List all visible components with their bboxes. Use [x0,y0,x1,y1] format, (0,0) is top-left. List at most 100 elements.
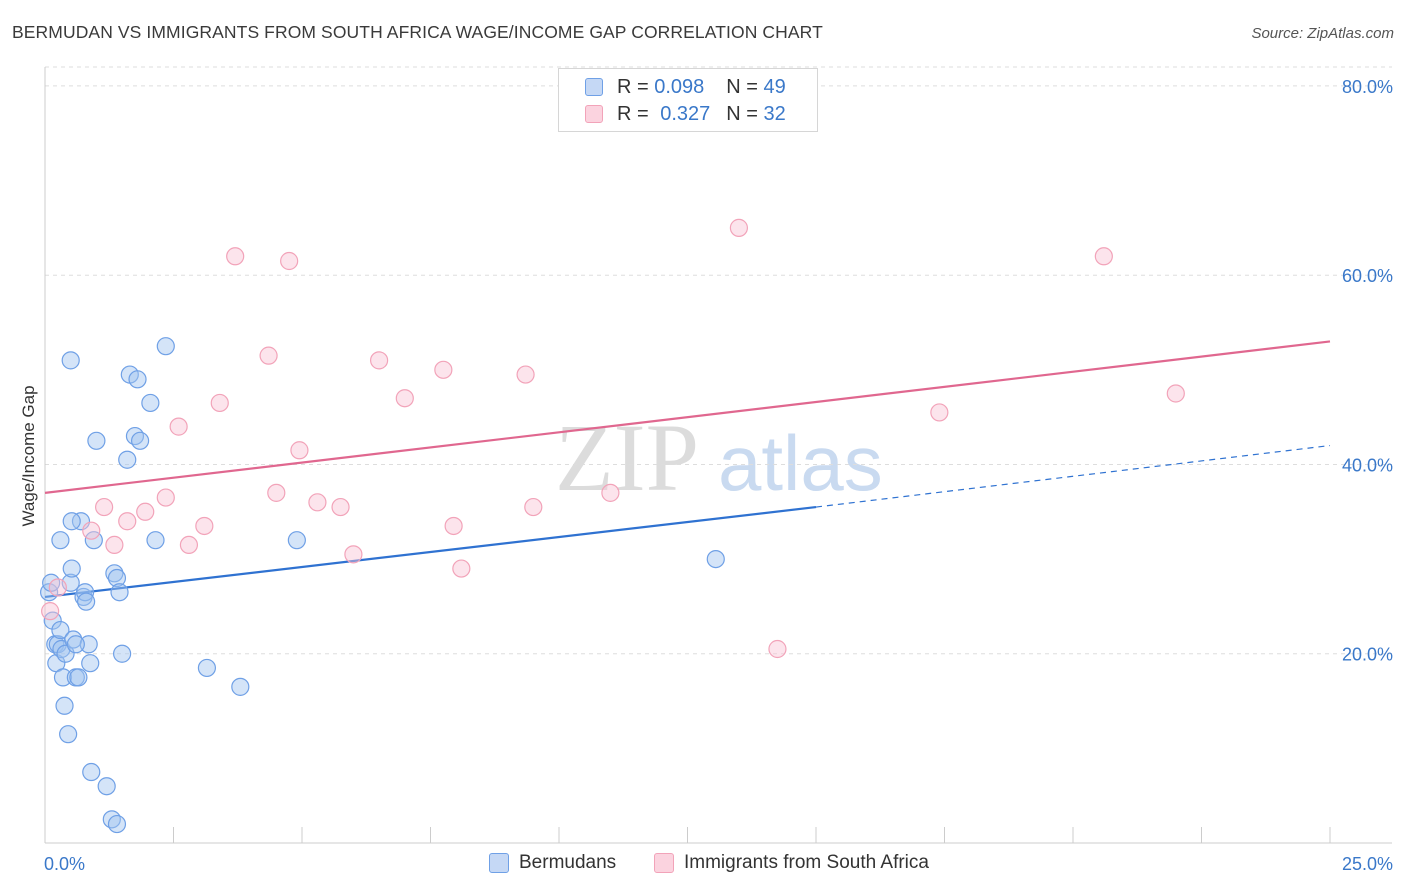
south-africa-point [169,417,188,436]
bermudan-point [55,696,74,715]
watermark-atlas: atlas [718,419,883,507]
south-africa-point [179,535,199,555]
bermudan-point [231,677,250,696]
bermudan-point [287,531,306,550]
bermudan-point [66,635,85,654]
watermark: ZIP atlas [555,404,883,511]
legend-n-label: N = [726,102,764,125]
bermudan-point [197,658,217,678]
legend-row-bermudans: R = 0.098 N = 49 [585,75,786,99]
south-africa-point [308,493,327,512]
bermudan-point [81,654,100,673]
bermudan-point [141,393,160,413]
legend-n-label: N = [726,75,764,98]
series-south-africa [41,218,1185,659]
bermudan-point [128,370,147,389]
bermudan-point [69,668,88,687]
bermudan-point [130,431,150,450]
y-tick-label: 80.0% [1342,77,1393,97]
south-africa-point [1166,384,1185,403]
series-bermudans [40,337,725,834]
legend-r-value: 0.327 [660,102,711,125]
bermudan-point [146,531,165,550]
south-africa-point [395,389,414,408]
y-axis-label: Wage/Income Gap [19,385,38,526]
south-africa-point [444,516,463,536]
south-africa-point [290,441,309,460]
south-africa-point [280,251,299,271]
legend-swatch-pink [585,105,603,123]
bermudan-point [107,568,127,588]
south-africa-trend-line [44,340,1331,494]
legend-r-value: 0.098 [654,75,705,98]
x-tick-label: 0.0% [44,854,85,874]
bermudan-point [51,531,70,550]
watermark-zip: ZIP [555,404,699,511]
bermudan-point [79,635,98,654]
correlation-legend: R = 0.098 N = 49 R = 0.327 N = 32 [558,68,818,132]
bermudan-point [77,592,96,611]
bermudan-point [97,777,116,796]
bermudan-point [156,337,175,356]
bottom-legend-swatch-pink [654,853,674,873]
south-africa-point [95,497,114,517]
south-africa-point [516,365,535,384]
bermudan-point [62,512,81,531]
chart-source: Source: ZipAtlas.com [1251,25,1394,42]
south-africa-point [156,488,175,507]
south-africa-point [344,545,363,564]
y-tick-label: 40.0% [1342,455,1393,475]
south-africa-point [259,346,278,365]
south-africa-point [768,639,787,659]
legend-swatch-blue [585,78,603,96]
bottom-legend-south-africa: Immigrants from South Africa [654,852,929,874]
bottom-legend-swatch-blue [489,853,509,873]
south-africa-point [210,393,229,413]
bermudans-trend-line [44,505,817,599]
south-africa-point [105,535,124,555]
south-africa-point [370,351,389,370]
bermudan-point [51,620,70,640]
bermudan-point [112,644,132,663]
bermudan-point [110,583,129,602]
south-africa-point [195,516,214,536]
legend-n-value: 32 [763,102,786,125]
legend-n-value: 49 [763,75,786,98]
bermudan-point [706,549,725,569]
legend-r-label: R = [617,102,655,125]
bermudan-point [62,559,81,578]
bermudans-trend-extension [815,444,1331,508]
bermudan-point [59,725,78,744]
south-africa-point [601,483,620,502]
bermudan-point [87,431,106,450]
south-africa-point [524,497,543,517]
x-tick-label: 25.0% [1342,854,1393,874]
south-africa-point [48,578,67,597]
south-africa-point [118,512,137,531]
legend-r-label: R = [617,75,655,98]
south-africa-point [267,483,286,502]
south-africa-point [729,218,749,237]
bermudan-point [75,583,95,602]
y-tick-label: 60.0% [1342,266,1393,286]
south-africa-point [82,521,101,540]
y-tick-label: 20.0% [1342,645,1393,665]
bottom-legend-label: Immigrants from South Africa [684,852,929,873]
south-africa-point [930,403,949,422]
legend-row-south-africa: R = 0.327 N = 32 [585,102,786,126]
bermudan-point [105,564,124,583]
chart-title: BERMUDAN VS IMMIGRANTS FROM SOUTH AFRICA… [12,22,823,42]
bermudan-point [82,762,101,782]
bottom-legend-bermudans: Bermudans [489,852,616,874]
south-africa-point [331,497,350,517]
south-africa-point [136,502,155,521]
south-africa-point [41,602,60,621]
south-africa-point [434,360,453,379]
south-africa-point [226,247,245,266]
south-africa-point [1094,247,1113,266]
bermudan-point [107,814,127,834]
bottom-legend-label: Bermudans [519,852,617,873]
south-africa-point [452,559,471,578]
bermudan-point [53,668,73,687]
